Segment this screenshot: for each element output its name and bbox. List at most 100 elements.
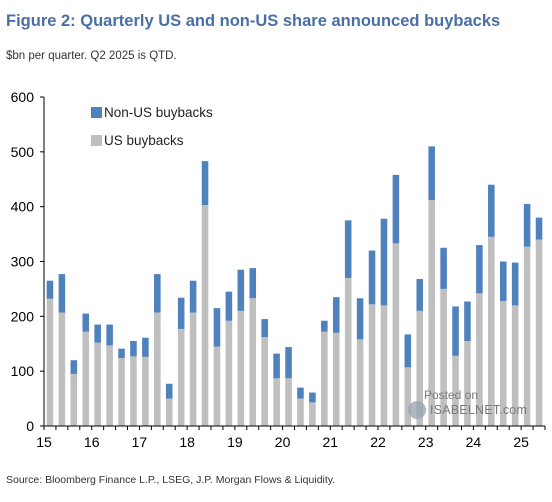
bar-us [452,355,459,426]
bar-non-us [428,146,435,201]
bar-non-us [130,341,137,357]
bar-non-us [106,324,113,346]
bar-non-us [189,280,197,313]
bar-us [118,358,125,426]
watermark-line1: Posted on [424,388,479,402]
bar-us [321,331,328,426]
bar-us [46,298,54,426]
bar-non-us [249,268,257,299]
x-tick-label: 19 [227,434,243,450]
legend: Non-US buybacks US buybacks [91,105,213,148]
y-tick-label: 300 [11,254,35,270]
bars-group [46,146,543,426]
bar-non-us [344,220,352,278]
bar-us [523,246,531,426]
x-axis: 15 16 17 18 19 20 21 22 23 24 25 [36,425,546,450]
bar-us [70,373,78,426]
bar-us [440,288,447,426]
bar-us [499,300,507,426]
y-tick-label: 100 [11,363,35,379]
bar-us [189,312,197,426]
x-tick-label: 15 [36,434,52,450]
bar-non-us [404,334,412,368]
bar-us [344,277,352,426]
watermark: Posted on ISABELNET.com [408,388,540,424]
bar-us [213,346,221,426]
x-tick-label: 23 [418,434,434,450]
bar-us [309,402,316,426]
y-tick-label: 400 [11,199,35,215]
bar-us [428,200,435,426]
bar-non-us [58,274,66,313]
bar-non-us [368,250,376,305]
bar-us [94,342,101,426]
bar-non-us [499,261,507,301]
y-tick-label: 500 [11,144,35,160]
bar-us [488,236,495,426]
bar-us [297,398,304,426]
bar-us [261,337,268,426]
x-tick-label: 20 [275,434,291,450]
chart-title: Figure 2: Quarterly US and non-US share … [6,12,501,30]
y-tick-label: 200 [11,308,35,324]
bar-non-us [261,319,268,338]
x-tick-label: 16 [84,434,100,450]
bar-non-us [165,383,173,399]
bar-non-us [535,217,543,240]
bar-non-us [201,161,209,206]
bar-us [285,378,292,426]
bar-us [142,356,149,426]
bar-non-us [476,245,483,294]
bar-non-us [416,279,424,311]
watermark-logo-icon [408,401,426,419]
x-tick-label: 24 [466,434,482,450]
y-tick-label: 600 [11,89,35,105]
bar-us [464,341,471,426]
bar-non-us [273,353,280,379]
bar-non-us [142,337,149,357]
bar-us [476,293,483,426]
legend-swatch-non-us [91,107,102,118]
x-tick-label: 21 [322,434,338,450]
bar-non-us [82,313,90,332]
watermark-line2: ISABELNET.com [430,403,528,417]
legend-label-non-us: Non-US buybacks [104,105,213,120]
bar-non-us [297,387,304,399]
bar-us [165,398,173,426]
bar-us [273,378,280,426]
bar-non-us [177,297,185,329]
y-axis: 0 100 200 300 400 500 600 [11,89,45,434]
bar-us [82,331,90,426]
bar-non-us [46,280,54,299]
bar-non-us [356,298,364,340]
bar-us [58,312,66,426]
bar-non-us [380,218,388,306]
bar-us [130,356,137,426]
x-tick-label: 22 [370,434,386,450]
chart-subtitle: $bn per quarter. Q2 2025 is QTD. [6,50,177,62]
bar-non-us [392,174,400,244]
legend-label-us: US buybacks [104,133,184,148]
bar-us [201,205,209,426]
bar-us [535,239,543,426]
bar-non-us [511,262,519,306]
bar-us [404,367,412,426]
bar-us [177,328,185,426]
source-note: Source: Bloomberg Finance L.P., LSEG, J.… [6,474,336,486]
bar-us [356,339,364,426]
x-tick-label: 17 [132,434,148,450]
bar-non-us [94,324,101,343]
legend-swatch-us [91,135,102,146]
bar-us [106,345,113,426]
bar-non-us [70,360,78,374]
bar-us [225,320,233,426]
bar-non-us [237,269,245,311]
bar-us [392,243,400,426]
bar-non-us [225,291,233,321]
bar-non-us [309,392,316,403]
bar-non-us [440,247,447,289]
bar-non-us [154,274,161,313]
bar-non-us [523,203,531,247]
bar-non-us [285,347,292,379]
